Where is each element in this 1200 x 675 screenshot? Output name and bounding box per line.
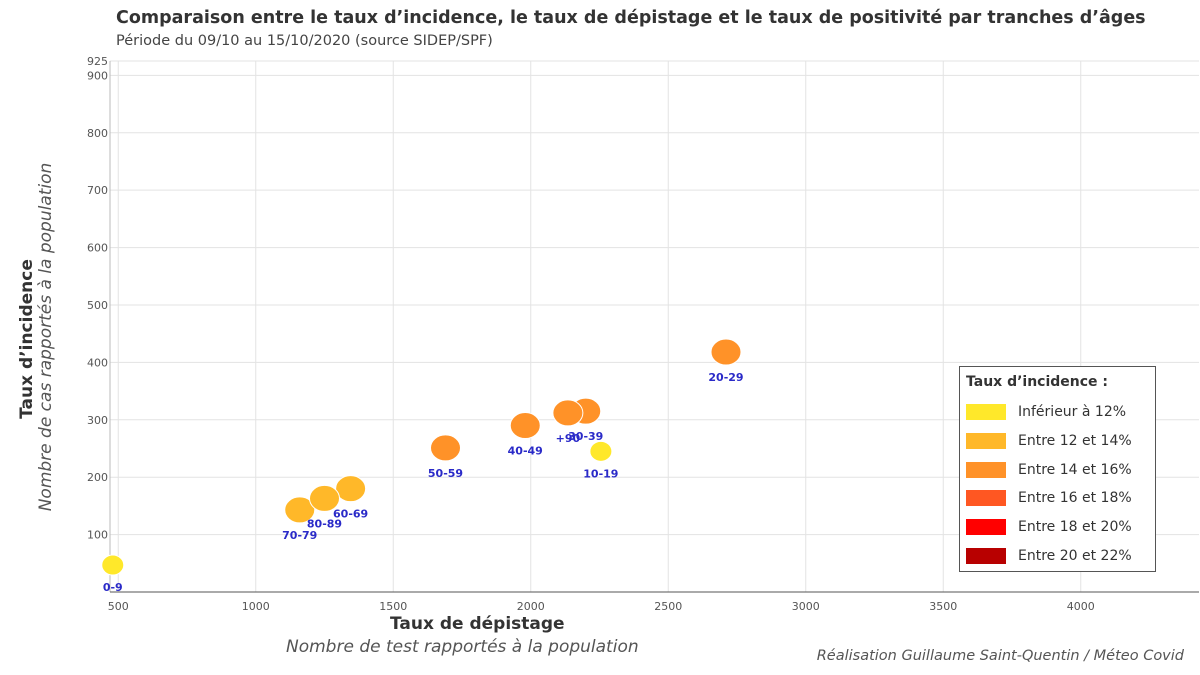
point-10-19[interactable] <box>589 440 613 462</box>
legend-item: Inférieur à 12% <box>966 404 1126 420</box>
legend-label: Entre 18 et 20% <box>1018 519 1132 536</box>
y-tick-label: 500 <box>87 299 108 312</box>
legend-item: Entre 18 et 20% <box>966 519 1132 536</box>
point-label: 30-39 <box>568 430 603 443</box>
point-50-59[interactable] <box>430 434 461 462</box>
point-70-79[interactable] <box>284 496 316 524</box>
x-tick-label: 1500 <box>379 600 407 613</box>
tick-labels: 500 1000 1500 2000 2500 3000 3500 4000 100 200 300… <box>87 55 1095 613</box>
legend-title: Taux d’incidence : <box>966 374 1109 390</box>
legend: Taux d’incidence : Inférieur à 12% Entre … <box>959 366 1156 572</box>
x-tick-label: 1000 <box>242 600 270 613</box>
legend-swatch <box>966 490 1006 507</box>
legend-item: Entre 14 et 16% <box>966 461 1132 478</box>
point-20-29[interactable] <box>710 338 742 366</box>
point-label: 40-49 <box>508 445 543 458</box>
point-label: 10-19 <box>583 467 618 480</box>
x-tick-label: 3500 <box>929 600 957 613</box>
legend-swatch <box>966 548 1006 564</box>
x-tick-label: 500 <box>108 600 129 613</box>
y-tick-label: 100 <box>87 529 108 542</box>
y-axis-label: Taux d’incidence <box>17 259 37 419</box>
point-label: 50-59 <box>428 467 463 480</box>
legend-item: Entre 20 et 22% <box>966 548 1132 564</box>
legend-swatch <box>966 432 1006 449</box>
point-80-89[interactable] <box>309 484 340 512</box>
legend-label: Entre 20 et 22% <box>1018 548 1132 564</box>
y-axis-sublabel: Nombre de cas rapportés à la population <box>36 162 56 512</box>
y-tick-label: 600 <box>87 242 108 255</box>
legend-label: Entre 14 et 16% <box>1018 461 1132 478</box>
point-label: 70-79 <box>282 529 317 542</box>
y-tick-label: 925 <box>87 55 108 68</box>
x-tick-label: 3000 <box>792 600 820 613</box>
point-label: 60-69 <box>333 508 368 521</box>
legend-swatch <box>966 461 1006 478</box>
y-tick-label: 700 <box>87 184 108 197</box>
point-40-49[interactable] <box>509 412 541 440</box>
point-+90[interactable] <box>552 399 584 427</box>
chart-title: Comparaison entre le taux d’incidence, l… <box>116 8 1146 28</box>
legend-item: Entre 16 et 18% <box>966 490 1132 507</box>
point-label: +90 <box>556 432 581 445</box>
x-axis-sublabel: Nombre de test rapportés à la population <box>286 637 639 657</box>
x-tick-label: 2500 <box>654 600 682 613</box>
y-tick-label: 400 <box>87 356 108 369</box>
data-points <box>101 338 742 576</box>
legend-label: Inférieur à 12% <box>1018 404 1127 420</box>
x-tick-label: 4000 <box>1067 600 1095 613</box>
x-tick-label: 2000 <box>517 600 545 613</box>
point-label: 20-29 <box>708 371 743 384</box>
point-label: 0-9 <box>103 581 123 594</box>
x-axis-label: Taux de dépistage <box>390 614 565 634</box>
y-tick-label: 900 <box>87 69 108 82</box>
y-tick-label: 800 <box>87 127 108 140</box>
point-label: 80-89 <box>307 517 342 530</box>
legend-swatch <box>966 404 1006 420</box>
legend-label: Entre 12 et 14% <box>1018 432 1132 449</box>
point-0-9[interactable] <box>101 554 125 576</box>
y-tick-label: 200 <box>87 471 108 484</box>
point-labels: 0-9 10-19 20-29 30-39 40-49 50-59 60-69 70-7980… <box>103 371 744 594</box>
legend-label: Entre 16 et 18% <box>1018 490 1132 507</box>
point-60-69[interactable] <box>335 475 367 503</box>
y-tick-label: 300 <box>87 414 108 427</box>
chart-subtitle: Période du 09/10 au 15/10/2020 (source S… <box>116 33 493 49</box>
legend-item: Entre 12 et 14% <box>966 432 1132 449</box>
axes <box>109 61 1199 593</box>
legend-swatch <box>966 519 1006 536</box>
credit-text: Réalisation Guillaume Saint-Quentin / Mé… <box>816 648 1184 664</box>
